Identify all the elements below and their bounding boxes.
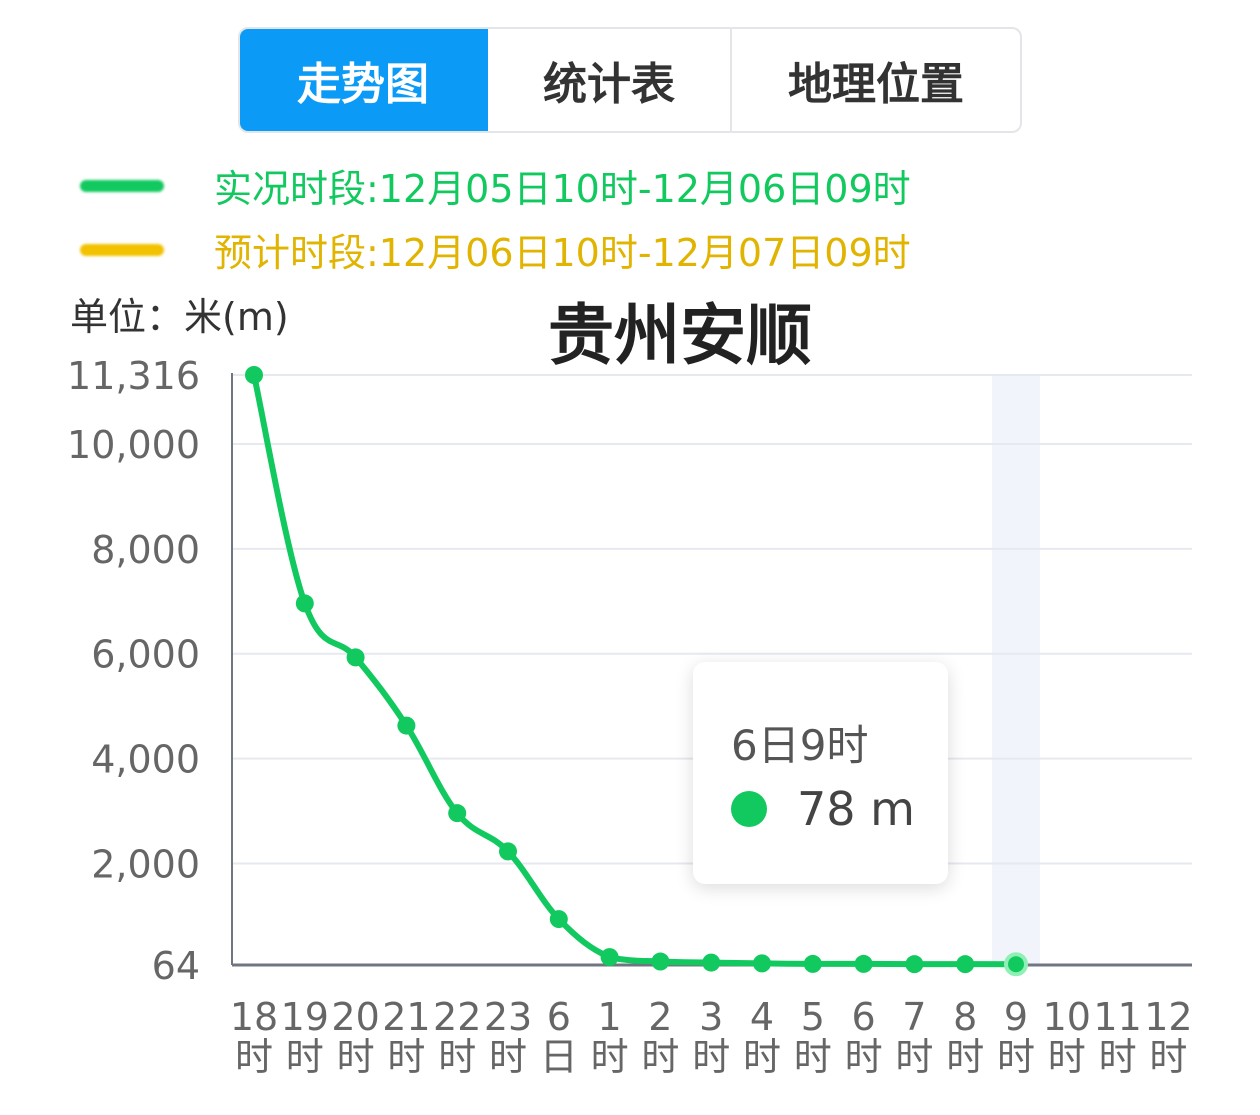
x-tick-label: 10 [1043,995,1091,1039]
x-tick-label-unit: 时 [337,1035,375,1079]
x-tick-label: 20 [331,995,379,1039]
x-tick-label-unit: 时 [845,1035,883,1079]
x-tick-label: 22 [433,995,481,1039]
highlighted-data-point [1004,952,1028,977]
x-tick-label-unit: 时 [946,1035,984,1079]
legend-swatch-forecast [80,244,164,256]
y-tick-label: 6,000 [91,633,200,677]
data-point [905,955,924,974]
x-tick-label: 5 [801,995,825,1039]
data-point [600,948,619,967]
x-tick-label-unit: 日 [540,1035,578,1079]
data-point [803,954,822,973]
x-tick-label-unit: 时 [1048,1035,1086,1079]
data-point [956,955,975,974]
y-tick-label: 64 [152,944,200,988]
x-tick-label-unit: 时 [692,1035,730,1079]
data-point [854,954,873,973]
y-tick-label: 2,000 [91,842,200,886]
x-tick-label-unit: 时 [387,1035,425,1079]
data-point [448,804,467,823]
y-tick-label: 10,000 [67,423,200,467]
x-tick-label: 4 [750,995,774,1039]
x-tick-label-unit: 时 [794,1035,832,1079]
hover-band [992,375,1040,965]
tab-trend[interactable]: 走势图 [240,29,488,131]
x-tick-label: 2 [648,995,672,1039]
data-point [346,648,365,667]
x-tick-label-unit: 时 [895,1035,933,1079]
tab-location[interactable]: 地理位置 [788,59,964,110]
data-point [753,954,771,973]
x-tick-label-unit: 时 [438,1035,476,1079]
data-point [702,953,721,972]
x-tick-label-unit: 时 [235,1035,273,1079]
x-tick-label: 11 [1093,995,1141,1039]
x-tick-label-unit: 时 [286,1035,324,1079]
x-tick-label-unit: 时 [997,1035,1035,1079]
tooltip: 6日9时 78 m [693,662,948,884]
tooltip-series-dot [731,791,767,827]
x-tick-label: 6 [852,995,876,1039]
data-point [549,910,568,929]
x-tick-label-unit: 时 [1099,1035,1137,1079]
x-tick-label: 9 [1004,995,1028,1039]
x-tick-label: 19 [281,995,329,1039]
data-point [295,594,314,613]
x-tick-label-unit: 时 [641,1035,679,1079]
view-tabs: 走势图 统计表 地理位置 [238,27,1022,133]
x-tick-label: 3 [699,995,723,1039]
data-point [651,952,670,971]
x-tick-label: 18 [230,995,278,1039]
legend-swatch-observed [80,180,164,192]
x-tick-label: 6 [547,995,571,1039]
legend-text-observed: 实况时段:12月05日10时-12月06日09时 [214,167,911,211]
tooltip-value: 78 m [797,782,915,836]
unit-label: 单位：米(m) [70,295,289,339]
x-tick-label: 1 [598,995,622,1039]
tab-statistics[interactable]: 统计表 [488,29,732,131]
x-tick-label: 12 [1144,995,1192,1039]
chart-title: 贵州安顺 [548,297,812,374]
x-tick-label-unit: 时 [1149,1035,1187,1079]
x-tick-label-unit: 时 [489,1035,527,1079]
y-tick-label: 4,000 [91,738,200,782]
tooltip-label: 6日9时 [731,721,869,770]
x-tick-label: 23 [484,995,532,1039]
x-tick-label: 7 [902,995,926,1039]
x-tick-label: 21 [382,995,430,1039]
y-tick-label: 8,000 [91,528,200,572]
x-tick-label-unit: 时 [743,1035,781,1079]
x-tick-label-unit: 时 [591,1035,629,1079]
data-point [397,716,416,735]
data-point [245,366,263,384]
y-tick-label: 11,316 [67,354,200,398]
data-point [499,842,517,861]
x-tick-label: 8 [953,995,977,1039]
legend-text-forecast: 预计时段:12月06日10时-12月07日09时 [214,231,911,275]
